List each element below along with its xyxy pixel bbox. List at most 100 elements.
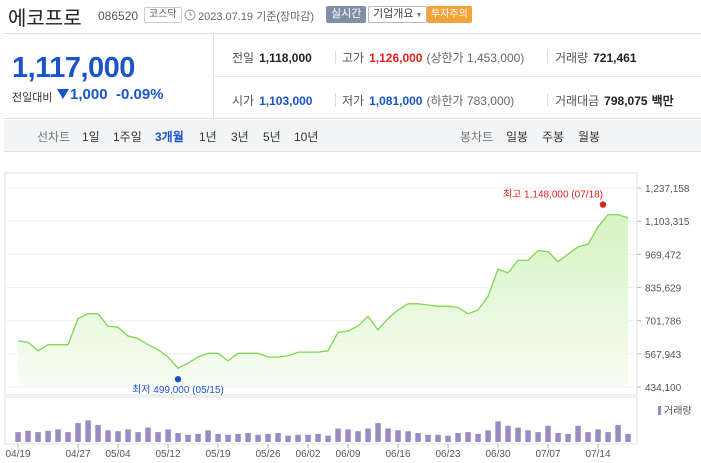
volume-bar xyxy=(445,435,451,442)
plot-frame xyxy=(4,172,638,396)
volume-bar xyxy=(105,430,111,442)
candle-weekly[interactable]: 주봉 xyxy=(542,130,565,144)
x-tick-label: 06/16 xyxy=(385,449,410,460)
volume-bar xyxy=(575,425,581,442)
volume-bar xyxy=(595,429,601,442)
volume-bar xyxy=(495,421,501,442)
y-tick-label: 1,237,158 xyxy=(645,184,690,195)
volume-bars: 거래량 xyxy=(15,405,692,443)
divider xyxy=(335,50,336,64)
volume-bar xyxy=(95,424,101,442)
volume-bar xyxy=(465,432,471,442)
candle-daily[interactable]: 일봉 xyxy=(506,130,529,144)
volume-bar xyxy=(485,430,491,442)
x-tick-label: 06/02 xyxy=(295,449,320,460)
lower-limit: (하한가 783,000) xyxy=(426,94,515,108)
price-chart: 1,237,158 1,103,315 969,472 835,629 701,786 5… xyxy=(4,172,692,460)
volume-bar xyxy=(275,433,281,442)
y-tick-label: 1,103,315 xyxy=(645,217,690,228)
volume-bar xyxy=(55,429,61,442)
line-chart-tab[interactable]: 선차트 xyxy=(37,130,71,144)
stock-code: 086520 xyxy=(98,9,139,23)
market-badge: 코스닥 xyxy=(144,7,182,23)
prev-close-value: 1,118,000 xyxy=(259,51,312,65)
open-label: 시가 xyxy=(232,94,255,108)
period-toolbar: 선차트 1일 1주일 3개월 1년 3년 5년 10년 봉차트 일봉 주봉 월봉 xyxy=(4,120,701,152)
volume-bar xyxy=(335,428,341,442)
volume-bar xyxy=(405,431,411,442)
volume-label: 거래량 xyxy=(555,51,589,65)
high-value: 1,126,000 xyxy=(369,51,423,65)
change-percent: -0.09% xyxy=(116,86,164,103)
period-1w[interactable]: 1주일 xyxy=(113,130,142,144)
volume-bar xyxy=(85,420,91,442)
price-line xyxy=(17,213,629,370)
annotations: 최고 1,148,000 (07/18) 최저 499,000 (05/15) xyxy=(132,189,607,396)
volume-bar xyxy=(15,432,21,442)
volume-bar xyxy=(25,430,31,443)
period-1y[interactable]: 1년 xyxy=(199,130,217,144)
x-tick-label: 06/09 xyxy=(335,449,360,460)
volume-bar xyxy=(565,433,571,442)
volume-bar xyxy=(225,434,231,442)
volume-bar xyxy=(135,432,141,442)
candle-chart-tab[interactable]: 봉차트 xyxy=(460,130,494,144)
y-tick-label: 969,472 xyxy=(645,250,682,261)
volume-bar xyxy=(625,433,631,442)
x-tick-label: 05/04 xyxy=(105,449,130,460)
volume-bar xyxy=(605,432,611,442)
x-tick-label: 07/14 xyxy=(585,449,610,460)
volume-bar xyxy=(375,423,381,442)
volume-bar xyxy=(525,430,531,442)
volume-bar xyxy=(265,433,271,442)
change-label: 전일대비 xyxy=(12,92,53,104)
volume-bar xyxy=(545,425,551,442)
current-price: 1,117,000 xyxy=(12,52,135,84)
x-tick-label: 05/12 xyxy=(155,449,180,460)
volume-bar xyxy=(195,433,201,442)
volume-bar xyxy=(285,435,291,442)
period-1d[interactable]: 1일 xyxy=(82,130,100,144)
volume-bar xyxy=(515,427,521,442)
amount-value: 798,075 xyxy=(604,94,648,108)
volume-bar xyxy=(155,432,161,442)
period-3m[interactable]: 3개월 xyxy=(155,130,184,144)
high-label: 고가 xyxy=(342,51,365,65)
x-tick-label: 04/19 xyxy=(5,449,30,460)
volume-bar xyxy=(395,430,401,442)
stock-header: 에코프로 086520 코스닥 2023.07.19 기준(장마감) 실시간 기… xyxy=(0,0,701,32)
chevron-down-icon: ▼ xyxy=(415,12,423,19)
company-info-button[interactable]: 기업개요 ▼ xyxy=(368,6,428,23)
volume-bar xyxy=(35,432,41,442)
volume-bar xyxy=(425,434,431,442)
prev-close-label: 전일 xyxy=(232,51,255,65)
volume-bar xyxy=(205,430,211,442)
low-value: 1,081,000 xyxy=(369,94,423,108)
open-stat: 시가 1,103,000 xyxy=(232,92,312,109)
realtime-button[interactable]: 실시간 xyxy=(326,6,367,23)
volume-bar xyxy=(295,434,301,442)
x-tick-label: 07/07 xyxy=(535,449,560,460)
volume-bar xyxy=(315,433,321,442)
x-tick-label: 06/23 xyxy=(435,449,460,460)
period-5y[interactable]: 5년 xyxy=(263,130,281,144)
volume-bar xyxy=(355,431,361,442)
volume-stat: 거래량 721,461 xyxy=(555,49,637,66)
y-tick-label: 835,629 xyxy=(645,284,682,295)
volume-bar xyxy=(365,428,371,442)
volume-bar xyxy=(455,433,461,442)
company-info-label: 기업개요 xyxy=(373,8,414,20)
volume-bar xyxy=(115,431,121,442)
open-value: 1,103,000 xyxy=(259,94,313,108)
volume-bar xyxy=(345,429,351,442)
volume-bar xyxy=(555,433,561,442)
y-axis: 1,237,158 1,103,315 969,472 835,629 701,786 5… xyxy=(637,184,690,394)
period-3y[interactable]: 3년 xyxy=(231,130,249,144)
low-stat: 저가 1,081,000 (하한가 783,000) xyxy=(342,92,514,109)
period-10y[interactable]: 10년 xyxy=(294,130,319,144)
x-tick-label: 05/26 xyxy=(255,449,280,460)
candle-monthly[interactable]: 월봉 xyxy=(578,130,601,144)
clock-icon xyxy=(184,9,196,21)
volume-value: 721,461 xyxy=(593,51,637,65)
down-arrow-icon xyxy=(57,89,69,99)
